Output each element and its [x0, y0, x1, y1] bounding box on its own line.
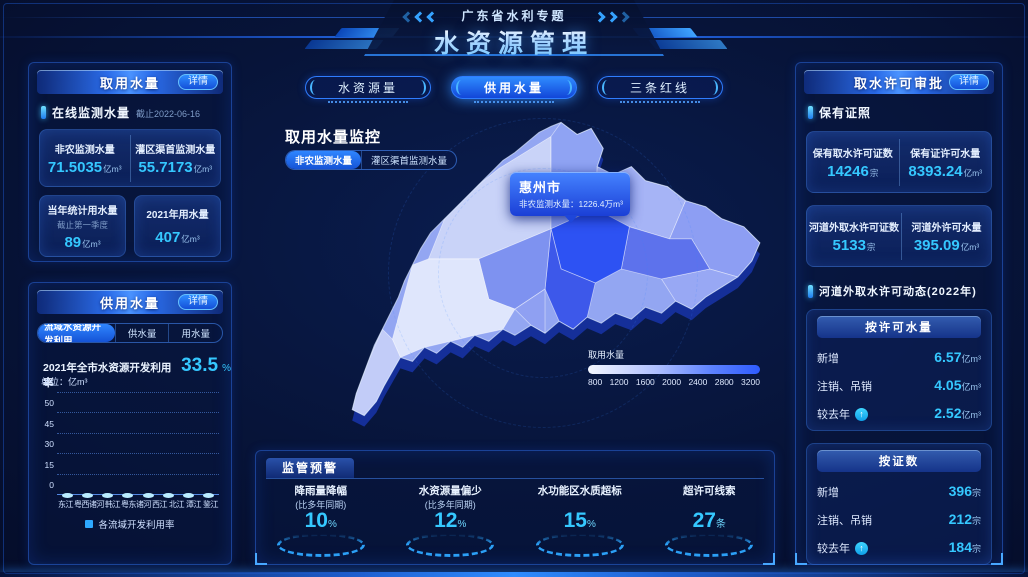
- panel-title: 取用水量: [99, 75, 160, 91]
- panel-water-supply: 供用水量 详情 流域水资源开发利用 供水量 用水量 2021年全市水资源开发利用…: [28, 282, 232, 565]
- panel-title: 取水许可审批: [853, 75, 944, 91]
- stat-irrigation: 灌区渠首监测水量 55.7173亿m³: [129, 134, 221, 182]
- tab-underline: [328, 101, 408, 103]
- title-plate: [364, 0, 664, 56]
- arrow-up-icon: ↑: [855, 407, 868, 421]
- warning-rainfall: 降雨量降幅 (比多年同期) 10%: [256, 485, 386, 558]
- stat-current-year: 当年统计用水量 截止第一季度 89亿m³: [39, 195, 126, 257]
- tab-supply[interactable]: 供水量: [114, 324, 169, 342]
- legend-swatch-icon: [85, 520, 94, 528]
- toggle-nonfarm[interactable]: 非农监测水量: [286, 151, 362, 169]
- panel-header: 取水许可审批 详情: [804, 70, 994, 94]
- section-permit-dynamics: 河道外取水许可动态(2022年): [808, 283, 992, 299]
- panel-header: 取用水量 详情: [37, 70, 223, 94]
- warning-over-permit: 超许可线索 27条: [645, 485, 775, 558]
- chart-legend: 各流域开发利用率: [29, 517, 231, 531]
- stat-2021: 2021年用水量 407亿m³: [134, 195, 221, 257]
- map-tooltip: 惠州市 非农监测水量：1226.4万m³: [510, 172, 630, 223]
- supply-tabs: 流域水资源开发利用 供水量 用水量: [37, 323, 223, 343]
- group-by-volume: 按许可水量 新增 6.57亿m³ 注销、吊销 4.05亿m³ 较去年 ↑ 2.5…: [806, 309, 992, 431]
- toggle-irrigation[interactable]: 灌区渠首监测水量: [361, 151, 456, 169]
- corner-bracket-icon: [255, 553, 267, 565]
- chevron-right-icon: [594, 11, 630, 23]
- section-marker-icon: [41, 106, 46, 119]
- panel-water-permit: 取水许可审批 详情 保有证照 保有取水许可证数 14246宗 保有证许可水量 8…: [795, 62, 1003, 565]
- section-online-monitoring: 在线监测水量 截止2022-06-16: [41, 104, 221, 121]
- corner-bracket-icon: [795, 553, 807, 565]
- corner-bracket-icon: [991, 553, 1003, 565]
- basin-bar-chart: 0 15 30 45 50 55: [39, 378, 221, 498]
- center-tabs: 水资源量 供用水量 三条红线: [305, 76, 723, 103]
- stat-card-monitoring: 非农监测水量 71.5035亿m³ 灌区渠首监测水量 55.7173亿m³: [39, 129, 221, 187]
- warning-water-quality: 水功能区水质超标 15%: [515, 485, 645, 558]
- chart-categories: 东江 粤西诸河 韩江 粤东诸河 西江 北江 潭江 鉴江: [58, 500, 219, 509]
- pedestal-icon: [665, 533, 754, 558]
- bottom-accent-bar: [0, 572, 1028, 577]
- chevron-left-icon: [402, 11, 438, 23]
- panel-water-intake: 取用水量 详情 在线监测水量 截止2022-06-16 非农监测水量 71.50…: [28, 62, 232, 262]
- header-subtitle: 广东省水利专题: [461, 9, 567, 23]
- tab-underline: [474, 101, 554, 103]
- chart-bars: [57, 393, 219, 498]
- header-stripe-icon: [648, 40, 728, 49]
- utilization-summary: 2021年全市水资源开发利用率 33.5 %: [43, 355, 231, 389]
- radar-ring-icon: [438, 168, 648, 378]
- detail-button[interactable]: 详情: [949, 74, 989, 90]
- section-licenses: 保有证照: [808, 104, 992, 121]
- panel-title: 供用水量: [99, 295, 160, 311]
- chart-unit-label: 单位：亿m³: [41, 377, 88, 387]
- tooltip-city: 惠州市: [519, 180, 562, 195]
- tab-water-supply[interactable]: 供用水量: [451, 76, 577, 103]
- map-legend: 取用水量 800 1200 1600 2000 2400 2800 3200: [588, 350, 760, 387]
- pedestal-icon: [276, 533, 365, 558]
- detail-button[interactable]: 详情: [178, 74, 218, 90]
- tab-basin-utilization[interactable]: 流域水资源开发利用: [38, 324, 115, 342]
- tab-three-red-lines[interactable]: 三条红线: [597, 76, 723, 103]
- panel-header: 供用水量 详情: [37, 290, 223, 314]
- legend-gradient-bar: [588, 365, 760, 374]
- panel-title: 监管预警: [266, 457, 355, 478]
- group-by-count: 按证数 新增 396宗 注销、吊销 212宗 较去年 ↑ 184宗: [806, 443, 992, 565]
- stat-card-held-permits: 保有取水许可证数 14246宗 保有证许可水量 8393.24亿m³: [806, 131, 992, 193]
- tab-usage[interactable]: 用水量: [168, 324, 222, 342]
- corner-bracket-icon: [763, 553, 775, 565]
- pedestal-icon: [406, 533, 495, 558]
- detail-button[interactable]: 详情: [178, 294, 218, 310]
- tab-underline: [620, 101, 700, 103]
- page-title: 水资源管理: [434, 24, 594, 60]
- as-of-date: 截止2022-06-16: [136, 109, 201, 119]
- header: 广东省水利专题 水资源管理: [0, 0, 1028, 58]
- stat-card-outriver-permits: 河道外取水许可证数 5133宗 河道外许可水量 395.09亿m³: [806, 205, 992, 267]
- section-marker-icon: [808, 284, 813, 298]
- radar-ring-icon: [388, 118, 698, 428]
- map-section-title: 取用水量监控: [285, 129, 382, 146]
- map-metric-toggle: 非农监测水量 灌区渠首监测水量: [285, 150, 458, 170]
- section-marker-icon: [808, 106, 813, 119]
- arrow-up-icon: ↑: [855, 541, 868, 555]
- stat-nonfarm: 非农监测水量 71.5035亿m³: [47, 144, 122, 176]
- map-area: 惠州市 非农监测水量：1226.4万m³ 取用水量 800 1200 1600 200…: [298, 108, 780, 440]
- panel-supervision-warning: 监管预警 降雨量降幅 (比多年同期) 10% 水资源量偏少 (比多年同期) 12…: [255, 450, 775, 565]
- tab-water-resources[interactable]: 水资源量: [305, 76, 431, 103]
- warning-resource-shortage: 水资源量偏少 (比多年同期) 12%: [386, 485, 516, 558]
- pedestal-icon: [535, 533, 624, 558]
- legend-ticks: 800 1200 1600 2000 2400 2800 3200: [588, 377, 760, 387]
